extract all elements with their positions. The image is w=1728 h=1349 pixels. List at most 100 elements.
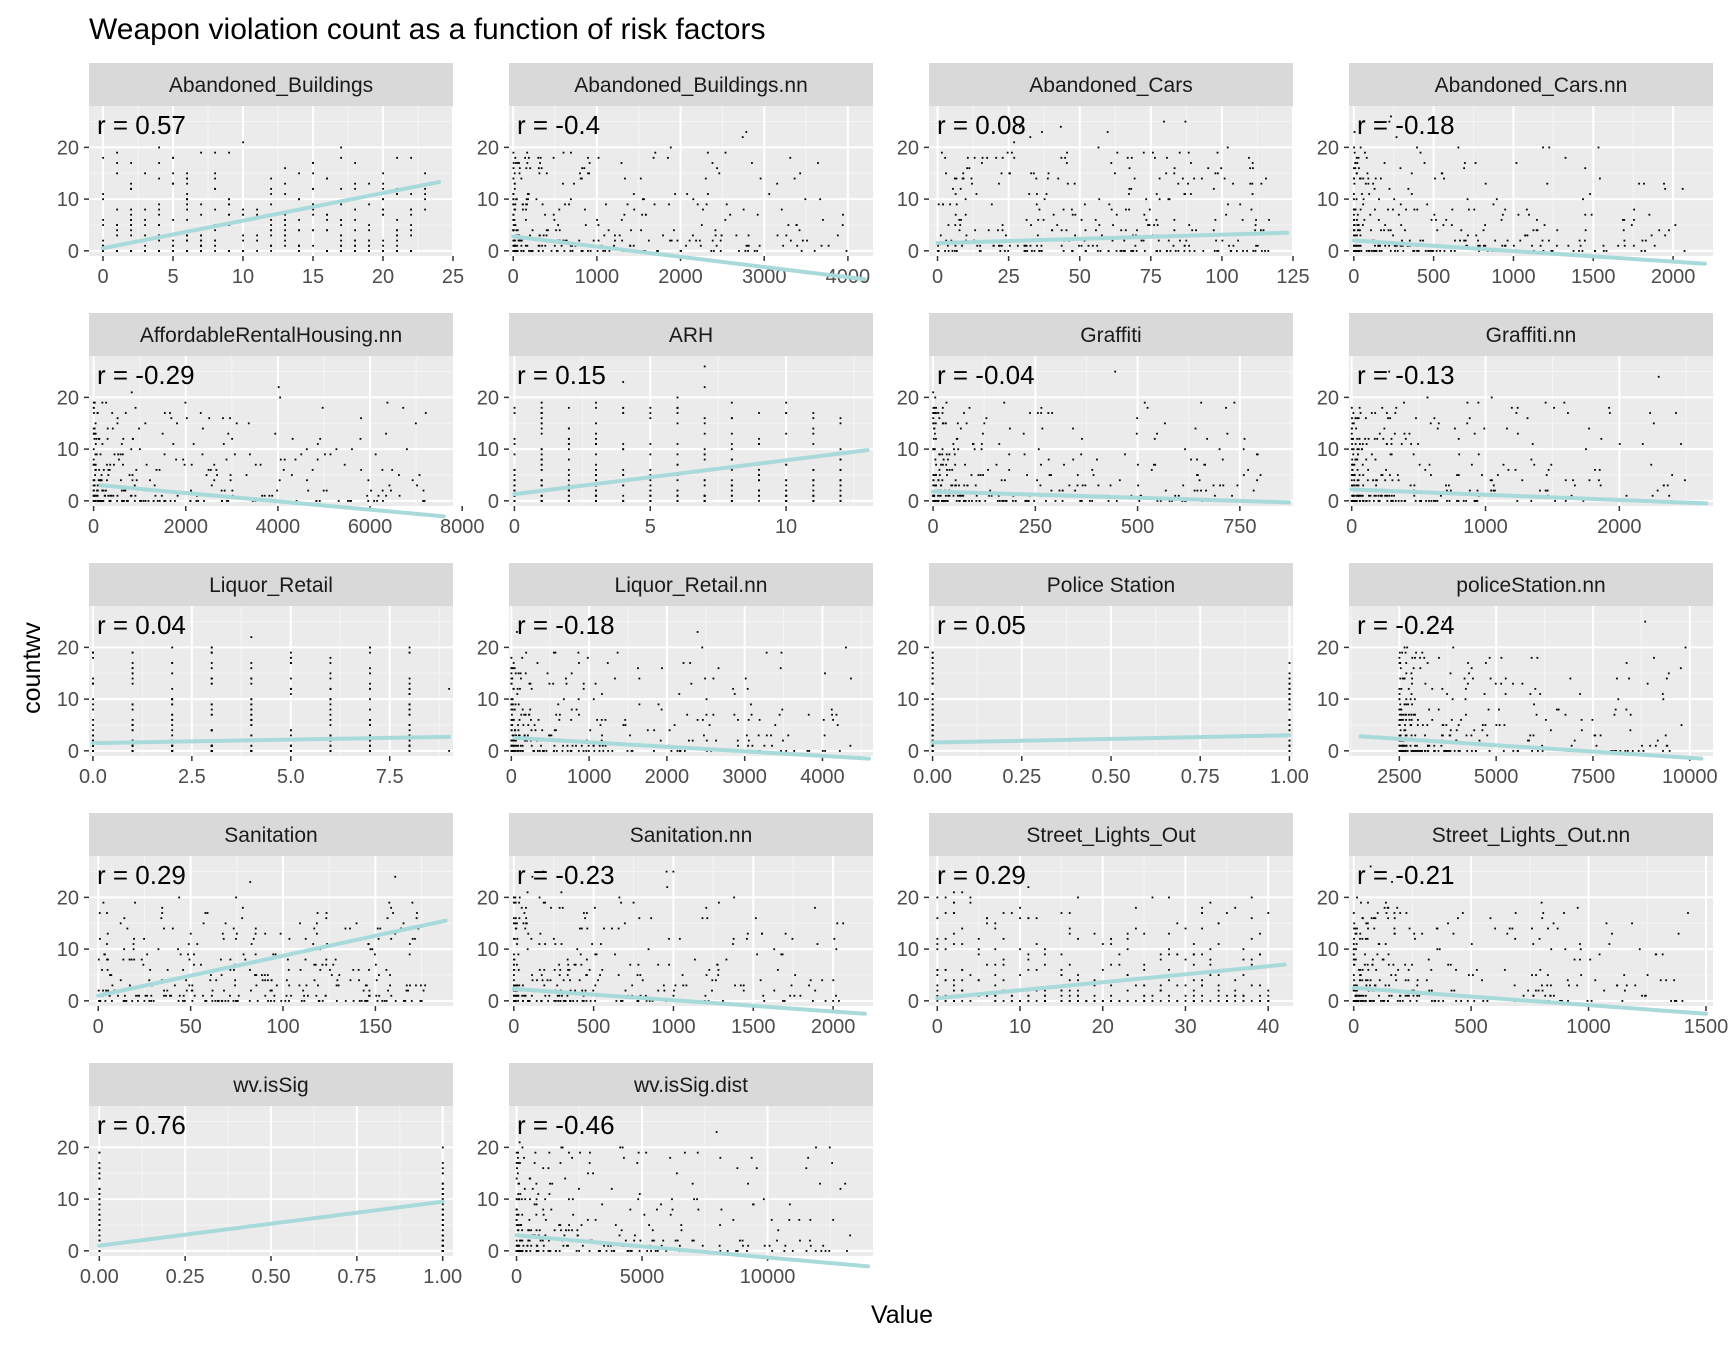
data-point — [420, 985, 422, 987]
data-point — [1443, 178, 1445, 180]
data-point — [550, 979, 552, 981]
y-tick-label: 0 — [68, 491, 79, 513]
data-point — [622, 407, 624, 409]
data-point — [692, 198, 694, 200]
data-point — [624, 214, 626, 216]
data-point — [1623, 229, 1625, 231]
data-point — [171, 698, 173, 700]
data-point — [1482, 724, 1484, 726]
data-point — [1402, 719, 1404, 721]
data-point — [1419, 657, 1421, 659]
data-point — [102, 990, 104, 992]
data-point — [961, 245, 963, 247]
data-point — [131, 1000, 133, 1002]
data-point — [94, 433, 96, 435]
data-point — [121, 500, 123, 502]
data-point — [1289, 745, 1291, 747]
data-point — [166, 990, 168, 992]
data-point — [1626, 495, 1628, 497]
data-point — [1413, 495, 1415, 497]
data-point — [1289, 683, 1291, 685]
data-point — [1531, 245, 1533, 247]
data-point — [1028, 193, 1030, 195]
data-point — [1545, 490, 1547, 492]
data-point — [747, 745, 749, 747]
data-point — [660, 740, 662, 742]
correlation-label: r = -0.18 — [1357, 110, 1455, 140]
data-point — [581, 745, 583, 747]
data-point — [1664, 188, 1666, 190]
data-point — [953, 990, 955, 992]
x-tick-label: 0 — [93, 1016, 104, 1038]
data-point — [550, 907, 552, 909]
data-point — [143, 500, 145, 502]
data-point — [932, 750, 934, 752]
data-point — [97, 490, 99, 492]
data-point — [135, 469, 137, 471]
y-tick-label: 0 — [908, 741, 919, 763]
data-point — [1255, 219, 1257, 221]
x-tick-label: 0 — [508, 1016, 519, 1038]
data-point — [577, 652, 579, 654]
data-point — [752, 745, 754, 747]
data-point — [101, 490, 103, 492]
data-point — [167, 969, 169, 971]
data-point — [596, 219, 598, 221]
data-point — [601, 719, 603, 721]
data-point — [1085, 229, 1087, 231]
data-point — [514, 172, 516, 174]
data-point — [1666, 745, 1668, 747]
data-point — [850, 678, 852, 680]
data-point — [250, 750, 252, 752]
data-point — [98, 438, 100, 440]
data-point — [161, 912, 163, 914]
data-point — [932, 391, 934, 393]
data-point — [122, 464, 124, 466]
data-point — [1097, 485, 1099, 487]
data-point — [1116, 214, 1118, 216]
data-point — [1102, 969, 1104, 971]
data-point — [720, 250, 722, 252]
data-point — [1651, 235, 1653, 237]
data-point — [93, 485, 95, 487]
data-point — [677, 490, 679, 492]
data-point — [513, 219, 515, 221]
data-point — [375, 964, 377, 966]
data-point — [1600, 735, 1602, 737]
data-point — [943, 422, 945, 424]
data-point — [1205, 490, 1207, 492]
data-point — [975, 500, 977, 502]
data-point — [583, 688, 585, 690]
data-point — [513, 979, 515, 981]
data-point — [1572, 479, 1574, 481]
data-point — [1411, 719, 1413, 721]
data-point — [519, 750, 521, 752]
data-point — [396, 193, 398, 195]
data-point — [546, 235, 548, 237]
x-tick-label: 0 — [509, 516, 520, 538]
data-point — [396, 157, 398, 159]
data-point — [398, 474, 400, 476]
data-point — [525, 167, 527, 169]
data-point — [214, 178, 216, 180]
data-point — [228, 250, 230, 252]
data-point — [621, 162, 623, 164]
data-point — [677, 443, 679, 445]
data-point — [1389, 188, 1391, 190]
data-point — [249, 453, 251, 455]
data-point — [1516, 162, 1518, 164]
data-point — [1368, 495, 1370, 497]
data-point — [330, 688, 332, 690]
data-point — [593, 745, 595, 747]
data-point — [184, 464, 186, 466]
data-point — [92, 729, 94, 731]
data-point — [520, 678, 522, 680]
data-point — [209, 979, 211, 981]
data-point — [292, 438, 294, 440]
data-point — [1496, 198, 1498, 200]
data-point — [194, 995, 196, 997]
data-point — [622, 474, 624, 476]
data-point — [519, 172, 521, 174]
data-point — [1037, 412, 1039, 414]
